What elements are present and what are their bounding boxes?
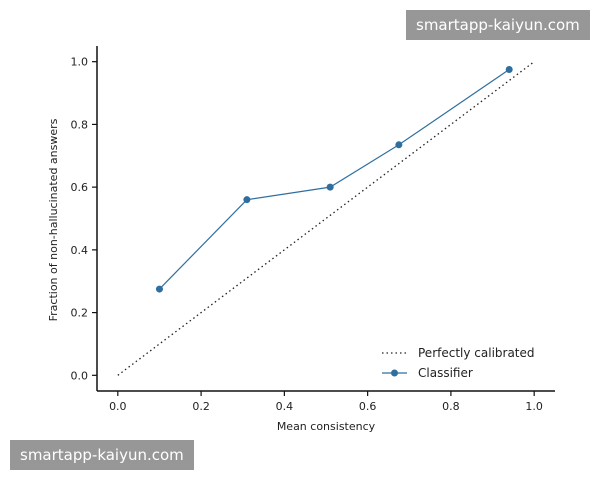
watermark-top: smartapp-kaiyun.com <box>406 10 590 40</box>
y-tick-label: 0.6 <box>71 181 89 194</box>
series-classifier-point <box>155 285 163 293</box>
x-axis-title: Mean consistency <box>277 420 376 433</box>
watermark-bottom: smartapp-kaiyun.com <box>10 440 194 470</box>
legend-classifier-marker <box>391 369 398 377</box>
legend: Perfectly calibrated Classifier <box>382 346 535 380</box>
y-tick-label: 1.0 <box>71 56 89 69</box>
x-ticks: 0.0 0.2 0.4 0.6 0.8 1.0 <box>109 391 543 413</box>
y-tick-label: 0.4 <box>71 244 89 257</box>
y-tick-label: 0.8 <box>71 118 89 131</box>
series-classifier-point <box>326 183 334 191</box>
x-tick-label: 0.4 <box>276 400 294 413</box>
y-ticks: 0.0 0.2 0.4 0.6 0.8 1.0 <box>71 56 97 382</box>
series-layer <box>117 61 535 376</box>
x-tick-label: 1.0 <box>525 400 543 413</box>
y-tick-label: 0.0 <box>71 369 89 382</box>
x-tick-label: 0.8 <box>442 400 460 413</box>
legend-perfectly-calibrated-label: Perfectly calibrated <box>418 346 535 360</box>
y-axis-title: Fraction of non-hallucinated answers <box>47 118 60 321</box>
x-tick-label: 0.2 <box>192 400 210 413</box>
x-tick-label: 0.0 <box>109 400 127 413</box>
axes <box>96 46 555 392</box>
series-classifier-line <box>159 69 510 290</box>
series-classifier-point <box>395 141 403 149</box>
y-tick-label: 0.2 <box>71 307 89 320</box>
series-perfectly-calibrated-line <box>117 61 535 376</box>
series-classifier-point <box>505 66 513 74</box>
series-classifier-point <box>243 196 251 204</box>
legend-classifier-label: Classifier <box>418 366 473 380</box>
x-tick-label: 0.6 <box>359 400 377 413</box>
